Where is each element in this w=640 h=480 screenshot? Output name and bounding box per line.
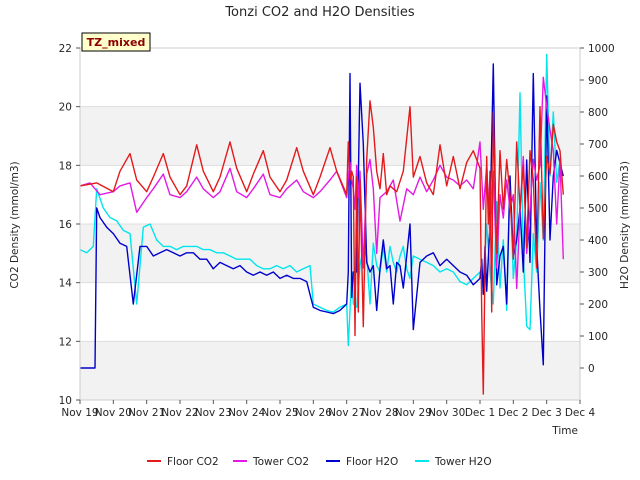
background-band: [80, 341, 580, 400]
y-right-tick-label: 700: [588, 139, 608, 151]
y-left-tick-label: 18: [59, 160, 72, 172]
series-line-floor-co2: [79, 100, 564, 395]
x-tick-label: Nov 22: [161, 407, 198, 419]
chart-title: Tonzi CO2 and H2O Densities: [224, 5, 415, 20]
y-left-tick-label: 14: [59, 278, 73, 290]
annotation-label: TZ_mixed: [87, 36, 146, 49]
y-right-tick-label: 100: [588, 331, 608, 343]
x-tick-label: Nov 25: [261, 407, 298, 419]
y-right-axis-title: H2O Density (mmol/m3): [619, 161, 631, 289]
x-tick-label: Nov 27: [328, 407, 365, 419]
x-tick-label: Nov 20: [95, 407, 132, 419]
y-right-tick-label: 1000: [588, 43, 615, 55]
background-band: [80, 106, 580, 166]
legend-label: Floor CO2: [167, 456, 219, 468]
background-bands: [80, 106, 580, 400]
y-right-tick-label: 600: [588, 171, 608, 183]
y-right-tick-label: 300: [588, 267, 608, 279]
x-tick-label: Nov 30: [428, 407, 465, 419]
y-left-tick-label: 10: [59, 395, 72, 407]
y-right-tick-label: 800: [588, 107, 608, 119]
x-tick-label: Dec 4: [565, 407, 596, 419]
annotation-box: TZ_mixed: [81, 32, 151, 52]
series-layer: [79, 53, 564, 395]
y-left-tick-label: 16: [59, 219, 73, 231]
x-tick-label: Nov 19: [61, 407, 98, 419]
x-tick-label: Nov 26: [295, 407, 333, 419]
legend-label: Tower H2O: [434, 456, 492, 468]
legend: Floor CO2 Tower CO2 Floor H2O Tower H2O: [147, 456, 492, 468]
legend-label: Floor H2O: [346, 456, 398, 468]
series-line-tower-co2: [79, 76, 564, 290]
series-line-floor-h2o: [80, 63, 564, 369]
y-right-tick-label: 200: [588, 299, 608, 311]
y-left-axis-ticks: 10 12 14 16 18 20 22: [59, 43, 80, 407]
y-left-tick-label: 20: [59, 102, 72, 114]
x-tick-label: Nov 23: [195, 407, 232, 419]
x-tick-label: Nov 24: [228, 407, 266, 419]
x-tick-label: Nov 29: [395, 407, 432, 419]
y-left-tick-label: 12: [59, 336, 72, 348]
y-left-axis-title: CO2 Density (mmol/m3): [9, 161, 21, 288]
legend-label: Tower CO2: [252, 456, 309, 468]
x-tick-label: Dec 3: [531, 407, 561, 419]
x-tick-label: Dec 2: [498, 407, 528, 419]
y-right-tick-label: 900: [588, 75, 608, 87]
y-right-tick-label: 500: [588, 203, 608, 215]
y-left-tick-label: 22: [59, 43, 72, 55]
y-right-tick-label: 0: [588, 363, 595, 375]
y-right-axis-ticks: 0 100 200 300 400 500 600 700 800 900 1000: [580, 43, 615, 375]
x-axis-title: Time: [551, 425, 578, 437]
x-tick-label: Nov 21: [128, 407, 165, 419]
x-tick-label: Nov 28: [361, 407, 398, 419]
y-right-tick-label: 400: [588, 235, 608, 247]
x-tick-label: Dec 1: [465, 407, 495, 419]
annotation-background: [81, 32, 151, 52]
